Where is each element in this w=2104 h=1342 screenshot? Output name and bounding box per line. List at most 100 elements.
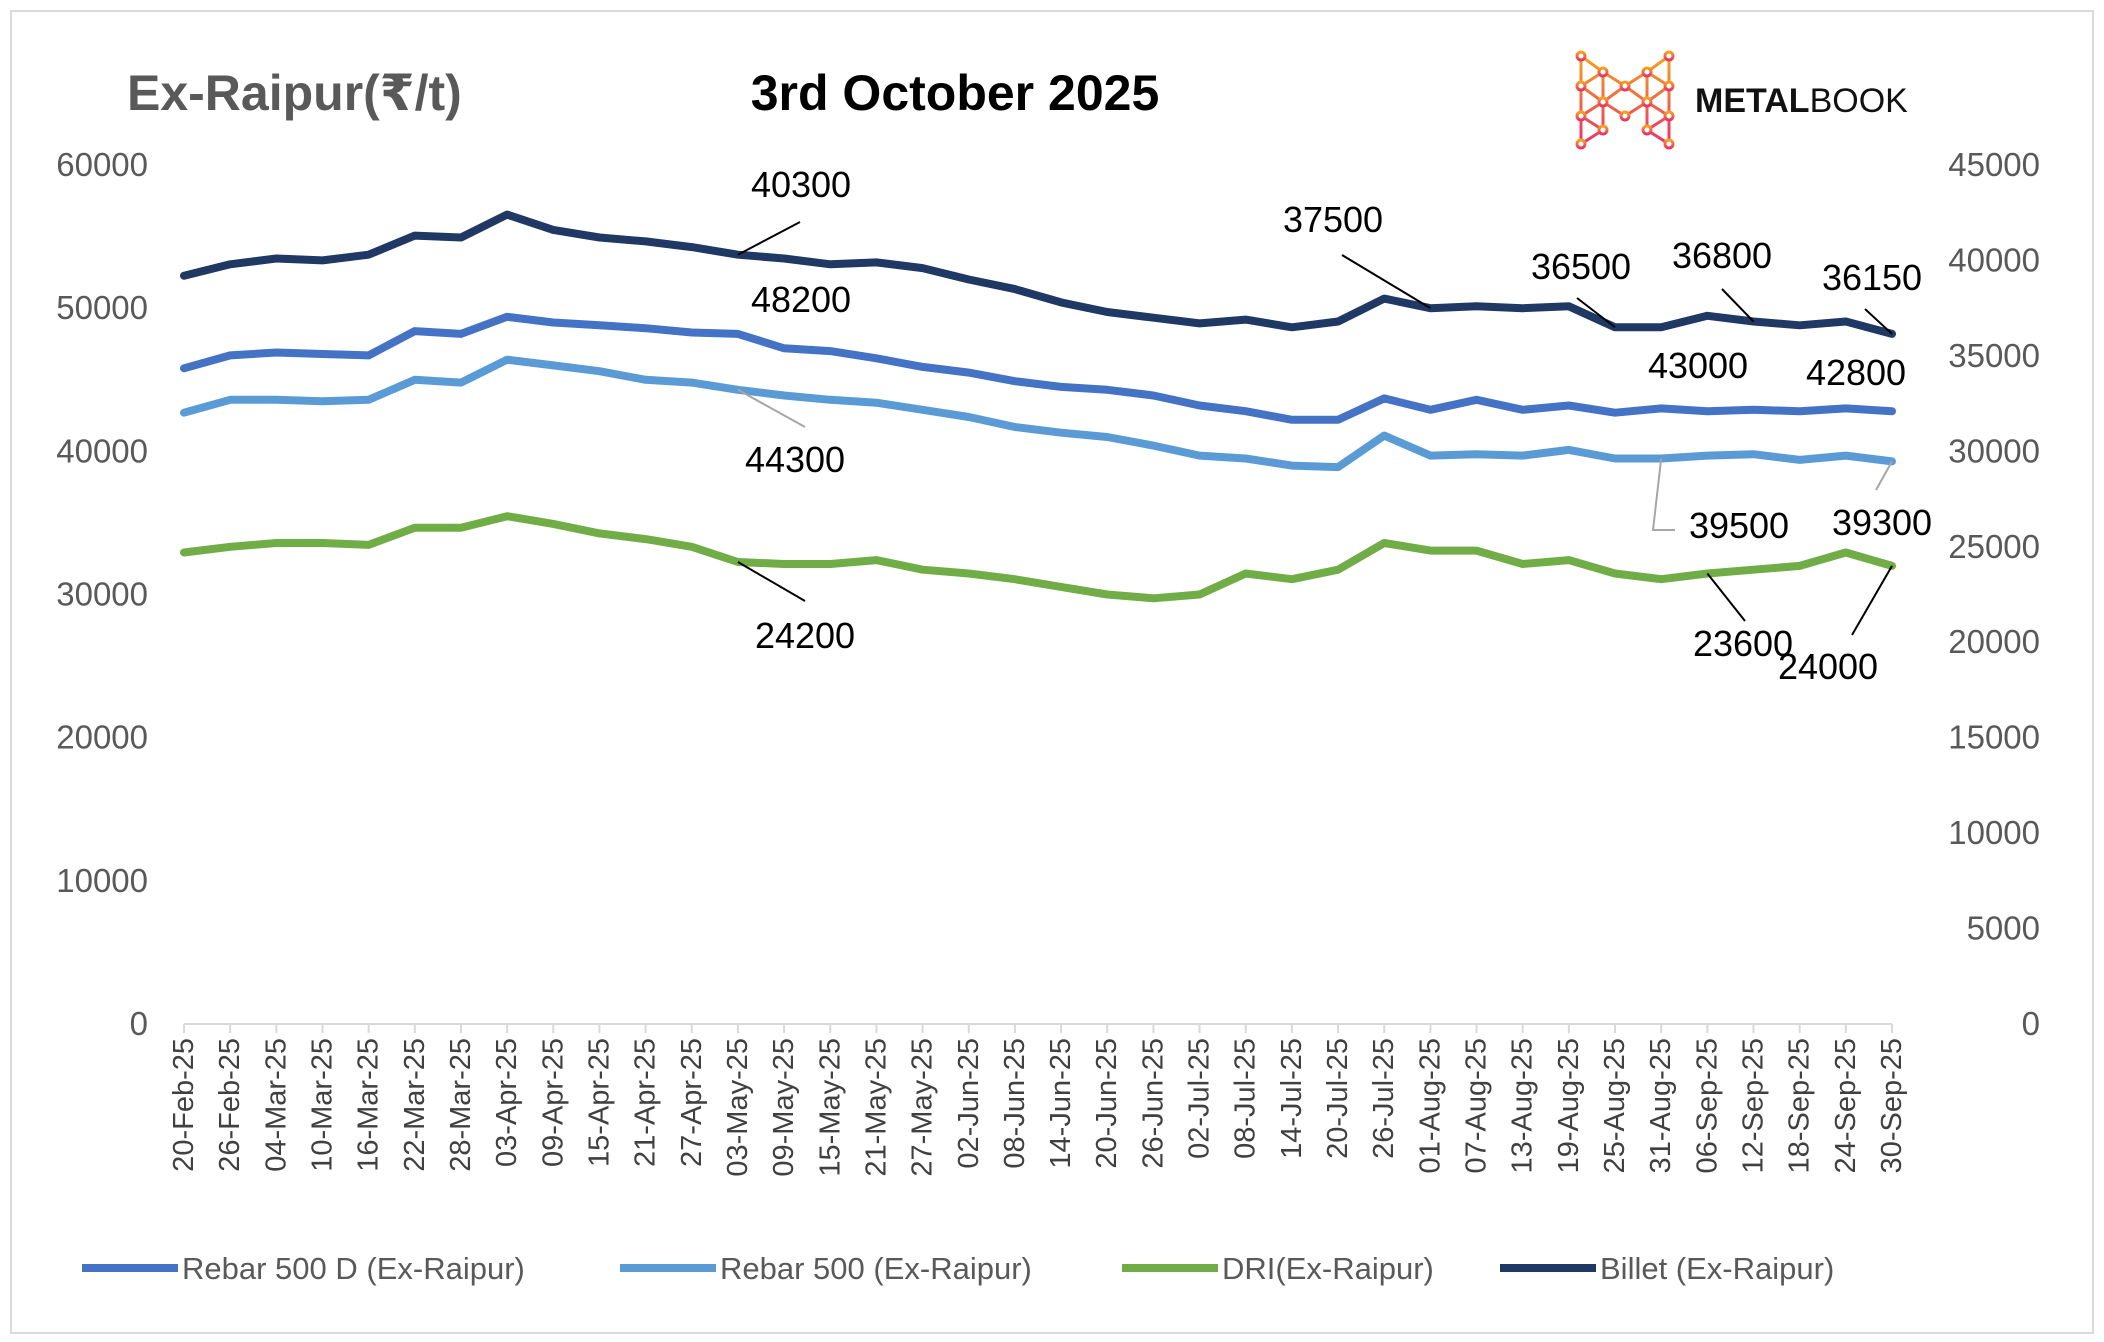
annotation-label: 48200: [751, 279, 851, 320]
y-left-tick-label: 40000: [56, 432, 148, 469]
x-tick-label: 19-Aug-25: [1553, 1038, 1585, 1173]
legend-label-rebar_500: Rebar 500 (Ex-Raipur): [720, 1251, 1032, 1286]
x-tick-label: 13-Aug-25: [1507, 1038, 1539, 1173]
y-axis-title: Ex-Raipur(₹/t): [127, 65, 462, 121]
y-left-tick-label: 20000: [56, 719, 148, 756]
annotation-leader-line: [737, 221, 801, 256]
logo-text-light: BOOK: [1810, 82, 1909, 120]
annotation-leader-line: [1875, 460, 1893, 491]
y-right-tick-label: 5000: [1967, 910, 2040, 947]
y-left-tick-label: 50000: [56, 289, 148, 326]
annotation-leader-line: [1851, 565, 1893, 636]
annotation-leader-line: [1721, 288, 1755, 323]
x-tick-label: 03-May-25: [722, 1038, 754, 1177]
annotation-label: 36150: [1822, 257, 1922, 298]
svg-text:METALBOOK: METALBOOK: [1695, 82, 1908, 120]
y-right-tick-label: 30000: [1948, 432, 2040, 469]
annotation-label: 40300: [751, 164, 851, 205]
x-tick-label: 26-Feb-25: [214, 1038, 246, 1172]
x-tick-label: 07-Aug-25: [1461, 1038, 1493, 1173]
annotation-leader-line: [737, 388, 806, 428]
annotation-label: 36500: [1531, 246, 1631, 287]
annotation-label: 39300: [1832, 502, 1932, 543]
legend-label-billet: Billet (Ex-Raipur): [1600, 1251, 1834, 1286]
annotation-leader-line: [1341, 254, 1431, 310]
series-lines: [180, 210, 1896, 603]
x-tick-label: 21-May-25: [860, 1038, 892, 1177]
y-right-tick-label: 40000: [1948, 241, 2040, 278]
x-tick-label: 31-Aug-25: [1645, 1038, 1677, 1173]
x-tick-label: 30-Sep-25: [1876, 1038, 1908, 1173]
metalbook-logo: METALBOOK: [1575, 50, 1908, 150]
x-tick-label: 08-Jul-25: [1230, 1038, 1262, 1159]
annotations: 40300 48200 44300 24200 37500 36500 36800 36150…: [737, 164, 1932, 687]
y-right-tick-label: 10000: [1948, 814, 2040, 851]
x-tick-label: 06-Sep-25: [1691, 1038, 1723, 1173]
annotation-leader-line: [737, 561, 806, 602]
annotation-leader-line: [1706, 572, 1746, 622]
series-line-rebar_500d: [180, 312, 1896, 424]
x-tick-label: 27-May-25: [907, 1038, 939, 1177]
chart-title: 3rd October 2025: [751, 65, 1160, 121]
y-right-tick-label: 25000: [1948, 528, 2040, 565]
annotation-label: 23600: [1693, 623, 1793, 664]
annotation-label: 37500: [1283, 199, 1383, 240]
x-tick-label: 20-Jul-25: [1322, 1038, 1354, 1159]
x-tick-label: 03-Apr-25: [491, 1038, 523, 1167]
x-tick-label: 14-Jul-25: [1276, 1038, 1308, 1159]
logo-text-bold: METAL: [1695, 82, 1810, 120]
y-right-tick-label: 15000: [1948, 719, 2040, 756]
annotation-label: 43000: [1648, 345, 1748, 386]
x-tick-label: 18-Sep-25: [1784, 1038, 1816, 1173]
y-right-tick-label: 20000: [1948, 623, 2040, 660]
x-tick-label: 01-Aug-25: [1414, 1038, 1446, 1173]
x-tick-label: 26-Jul-25: [1368, 1038, 1400, 1159]
x-tick-label: 27-Apr-25: [676, 1038, 708, 1167]
x-tick-label: 09-Apr-25: [537, 1038, 569, 1167]
chart-frame: [10, 10, 2094, 1334]
legend: Rebar 500 D (Ex-Raipur) Rebar 500 (Ex-Rai…: [82, 1251, 1834, 1286]
x-tick-label: 22-Mar-25: [399, 1038, 431, 1172]
annotation-label: 44300: [745, 439, 845, 480]
x-tick-label: 25-Aug-25: [1599, 1038, 1631, 1173]
x-tick-label: 14-Jun-25: [1045, 1038, 1077, 1169]
x-tick-label: 24-Sep-25: [1830, 1038, 1862, 1173]
x-tick-label: 28-Mar-25: [445, 1038, 477, 1172]
x-tick-label: 12-Sep-25: [1738, 1038, 1770, 1173]
x-tick-label: 09-May-25: [768, 1038, 800, 1177]
y-right-tick-label: 0: [2022, 1005, 2040, 1042]
y-left-tick-label: 0: [130, 1005, 148, 1042]
x-tick-label: 16-Mar-25: [353, 1038, 385, 1172]
annotation-leader-line: [1576, 297, 1616, 329]
x-tick-label: 04-Mar-25: [260, 1038, 292, 1172]
x-tick-label: 21-Apr-25: [630, 1038, 662, 1167]
y-right-tick-label: 45000: [1948, 146, 2040, 183]
annotation-label: 36800: [1672, 235, 1772, 276]
x-tick-label: 20-Jun-25: [1091, 1038, 1123, 1169]
annotation-label: 39500: [1689, 505, 1789, 546]
series-line-billet: [180, 210, 1896, 338]
series-line-rebar_500: [180, 355, 1896, 472]
series-line-dri: [180, 512, 1896, 603]
x-tick-label: 08-Jun-25: [999, 1038, 1031, 1169]
x-tick-label: 26-Jun-25: [1137, 1038, 1169, 1169]
annotation-label: 42800: [1806, 352, 1906, 393]
y-left-tick-label: 60000: [56, 146, 148, 183]
x-tick-label: 15-May-25: [814, 1038, 846, 1177]
x-tick-label: 15-Apr-25: [583, 1038, 615, 1167]
x-tick-label: 02-Jul-25: [1184, 1038, 1216, 1159]
legend-label-dri: DRI(Ex-Raipur): [1222, 1251, 1434, 1286]
y-left-tick-label: 30000: [56, 576, 148, 613]
legend-label-rebar_500d: Rebar 500 D (Ex-Raipur): [182, 1251, 525, 1286]
annotation-leader-line: [1651, 458, 1675, 531]
x-tick-label: 02-Jun-25: [953, 1038, 985, 1169]
y-right-tick-label: 35000: [1948, 337, 2040, 374]
annotation-label: 24000: [1778, 646, 1878, 687]
annotation-leader-line: [1864, 308, 1893, 335]
x-tick-label: 20-Feb-25: [168, 1038, 200, 1172]
axes: 20-Feb-25 26-Feb-25 04-Mar-25 10-Mar-25 16-M…: [56, 146, 2040, 1177]
annotation-label: 24200: [755, 615, 855, 656]
x-tick-label: 10-Mar-25: [306, 1038, 338, 1172]
y-left-tick-label: 10000: [56, 862, 148, 899]
